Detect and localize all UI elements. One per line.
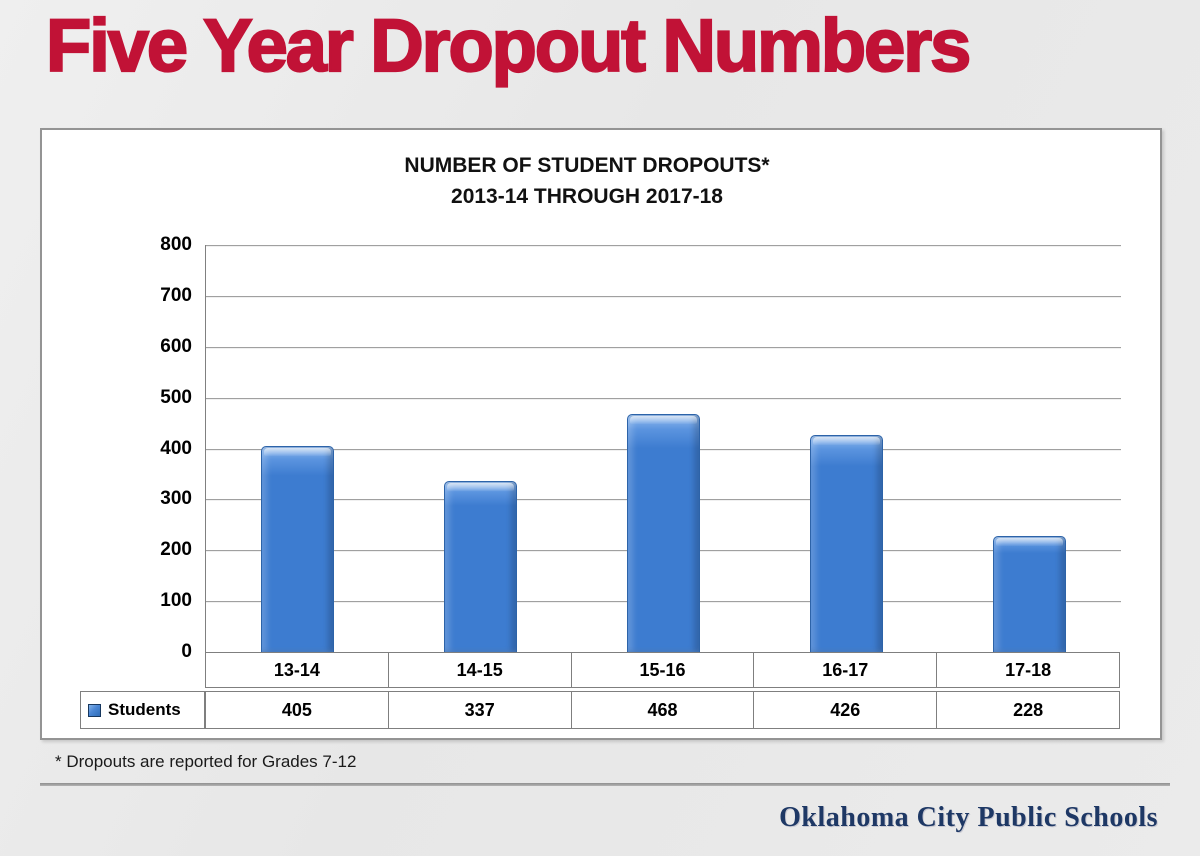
page-title: Five Year Dropout Numbers (45, 3, 972, 88)
y-axis-tick-label: 200 (160, 539, 192, 560)
chart-panel: NUMBER OF STUDENT DROPOUTS* 2013-14 THRO… (40, 128, 1162, 740)
y-axis-tick-label: 600 (160, 336, 192, 357)
chart-title: NUMBER OF STUDENT DROPOUTS* 2013-14 THRO… (42, 150, 1132, 212)
gridline (206, 296, 1121, 297)
district-logo-text: Oklahoma City Public Schools (779, 802, 1158, 833)
legend-label: Students (108, 700, 181, 719)
bar-16-17 (810, 435, 883, 652)
footer-divider (40, 783, 1170, 786)
y-axis-tick-label: 100 (160, 590, 192, 611)
value-row: Students 405 337 468 426 228 (80, 691, 1120, 729)
value-cell: 468 (570, 692, 754, 728)
y-axis-tick-label: 300 (160, 488, 192, 509)
category-cell: 17-18 (936, 653, 1119, 687)
legend-cell: Students (81, 692, 205, 728)
chart-title-line1: NUMBER OF STUDENT DROPOUTS* (404, 154, 770, 177)
y-axis-labels: 0 100 200 300 400 500 600 700 800 (42, 130, 192, 738)
category-row: 13-14 14-15 15-16 16-17 17-18 (205, 652, 1120, 688)
value-cell: 228 (936, 692, 1119, 728)
y-axis-tick-label: 400 (160, 438, 192, 459)
value-cell: 337 (387, 692, 571, 728)
y-axis-tick-label: 500 (160, 387, 192, 408)
gridline (206, 398, 1121, 399)
category-cell: 13-14 (273, 659, 320, 680)
value-cell: 426 (753, 692, 936, 728)
category-cell: 16-17 (753, 653, 936, 687)
category-cell: 15-16 (570, 653, 754, 687)
gridline (206, 347, 1121, 348)
value-cell: 405 (205, 692, 388, 728)
bar-15-16 (627, 414, 700, 652)
students-series-swatch-icon (88, 703, 101, 717)
y-axis-tick-label: 0 (181, 641, 192, 662)
y-axis-tick-label: 700 (160, 285, 192, 306)
bar-17-18 (993, 536, 1066, 652)
chart-title-line2: 2013-14 THROUGH 2017-18 (451, 185, 723, 208)
category-cell: 14-15 (387, 653, 571, 687)
plot-area (205, 245, 1121, 652)
bar-13-14 (261, 446, 334, 652)
bar-14-15 (444, 481, 517, 652)
y-axis-tick-label: 800 (160, 234, 192, 255)
footnote: * Dropouts are reported for Grades 7-12 (55, 752, 357, 771)
gridline (206, 245, 1121, 246)
